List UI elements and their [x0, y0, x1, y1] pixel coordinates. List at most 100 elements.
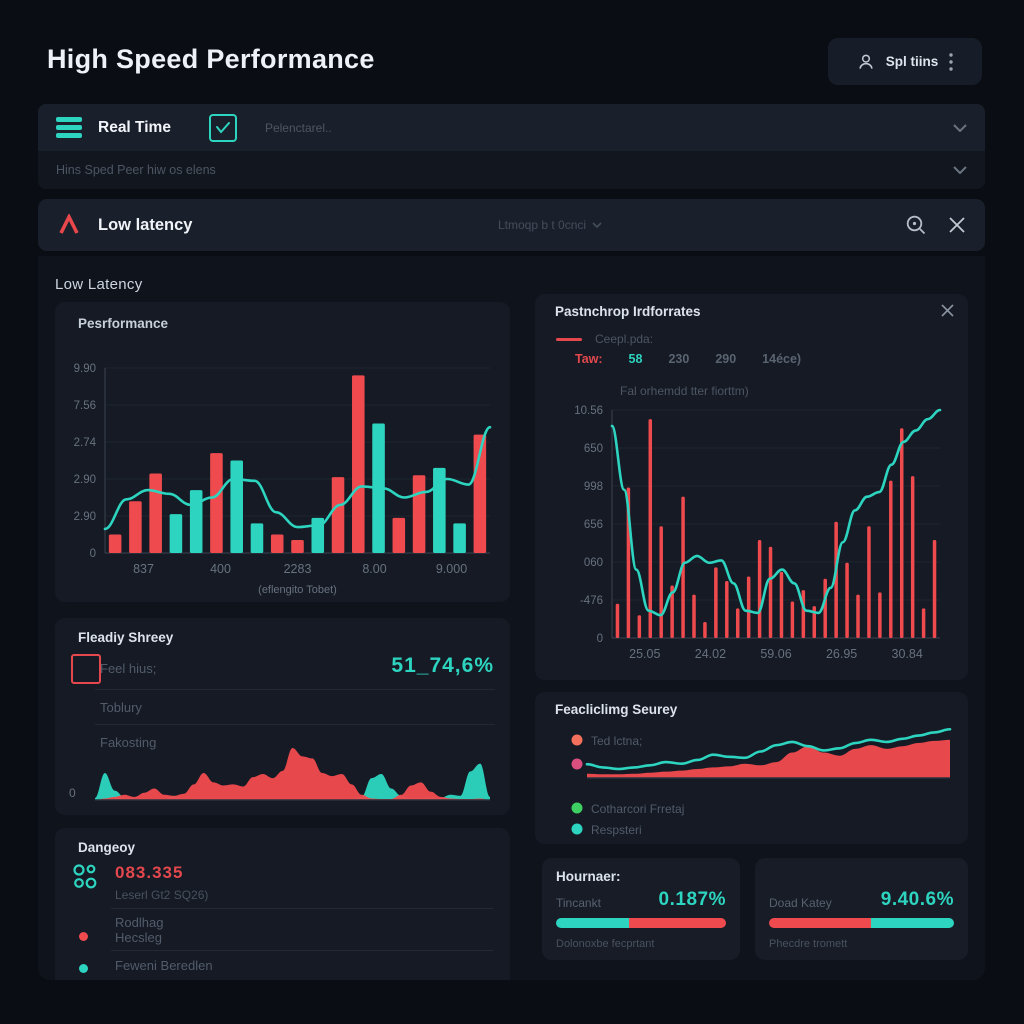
doad-progress-bar: [769, 918, 954, 928]
svg-text:2.74: 2.74: [74, 437, 97, 449]
legend-value: 290: [715, 352, 737, 366]
svg-text:24.02: 24.02: [695, 647, 726, 661]
svg-text:7.56: 7.56: [74, 400, 96, 412]
svg-text:25.05: 25.05: [629, 647, 660, 661]
hournaer-footer: Dolonoxbe fecprtant: [556, 938, 655, 950]
teal-status-dot: [79, 964, 88, 973]
legend-dot-icon: [571, 823, 583, 835]
page-title: High Speed Performance: [47, 44, 375, 74]
svg-text:2.90: 2.90: [74, 511, 96, 523]
legend-dot-icon: [571, 758, 583, 770]
svg-text:400: 400: [210, 562, 231, 576]
toolbar-row-realtime: Real Time Pelenctarel..: [38, 104, 985, 151]
dangeoy-card: Dangeoy 083.335 Leserl Gt2 SQ26) Rodlhag…: [55, 828, 510, 980]
section-heading: Low Latency: [55, 276, 143, 293]
realtime-label: Real Time: [98, 118, 171, 136]
realtime-option-label: Pelenctarel..: [264, 120, 332, 135]
svg-text:26.95: 26.95: [826, 647, 857, 661]
realtime-checkbox[interactable]: [208, 113, 237, 142]
performance-card: Pesrformance 9.90 7.56 2.74 2.90 2.90 0 837 400…: [55, 302, 510, 602]
hamburger-menu-icon[interactable]: [56, 116, 82, 139]
pastnchrop-subtitle: Fal orhemdd tter fiorttm): [620, 384, 749, 398]
legend-value: 230: [668, 352, 690, 366]
svg-text:(eflengito Tobet): (eflengito Tobet): [258, 584, 337, 596]
hournaer-card: Hournaer: Tincankt 0.187% Dolonoxbe fecp…: [542, 858, 740, 960]
svg-text:060: 060: [584, 557, 603, 569]
dangeoy-value: 083.335: [115, 863, 184, 882]
kebab-menu-icon[interactable]: [948, 52, 954, 72]
doad-card: Doad Katey 9.40.6% Phecdre tromett: [755, 858, 968, 960]
low-latency-title: Low latency: [98, 215, 193, 234]
svg-text:656: 656: [584, 519, 603, 531]
performance-title: Pesrformance: [78, 316, 169, 331]
dangeoy-row2-label: Hecsleg: [115, 930, 162, 945]
chevron-down-icon[interactable]: [953, 123, 967, 132]
dangeoy-subtitle: Leserl Gt2 SQ26): [115, 888, 209, 902]
filter-row-label: Hins Sped Peer hiw os elens: [56, 163, 216, 177]
nodes-group-icon: [71, 862, 101, 892]
pastnchrop-chart: 10.56 650 998 656 060 -476 0 25.05 24.02 59.06 26.…: [574, 405, 942, 661]
user-button-label: Spl tiins: [885, 54, 939, 69]
svg-text:0: 0: [90, 548, 96, 560]
svg-text:2283: 2283: [284, 562, 312, 576]
doad-value: 9.40.6%: [880, 889, 954, 910]
pastnchrop-legend-values: Taw: 58 230 290 14éce): [575, 352, 801, 366]
caret-logo-icon: [58, 214, 80, 236]
ready-title: Fleadiy Shreey: [78, 630, 174, 645]
hournaer-progress-bar: [556, 918, 726, 928]
ready-row3-label: Fakosting: [100, 735, 157, 750]
svg-text:-476: -476: [580, 595, 603, 607]
svg-text:0: 0: [597, 633, 603, 645]
performance-chart: 9.90 7.56 2.74 2.90 2.90 0 837 400 2283 8.00 9.000…: [74, 363, 492, 596]
close-icon[interactable]: [949, 217, 965, 233]
dangeoy-row1-label: Rodlhag: [115, 915, 164, 930]
svg-text:998: 998: [584, 481, 603, 493]
feacliclimg-chart: [585, 727, 952, 779]
ready-row2-label: Toblury: [100, 700, 142, 715]
hournaer-value: 0.187%: [658, 889, 726, 910]
ready-zero-label: 0: [69, 786, 76, 800]
legend-value: 58: [628, 352, 643, 366]
svg-text:30.84: 30.84: [892, 647, 923, 661]
ready-metric-label: Feel hius;: [100, 661, 157, 676]
svg-text:2.90: 2.90: [74, 474, 96, 486]
svg-text:650: 650: [584, 443, 603, 455]
zoom-search-icon[interactable]: [905, 214, 927, 236]
svg-text:10.56: 10.56: [574, 405, 603, 417]
low-latency-bar: Low latency Ltmoqp b t 0cnci: [38, 199, 985, 251]
toolbar-row-filter[interactable]: Hins Sped Peer hiw os elens: [38, 151, 985, 189]
svg-text:837: 837: [133, 562, 154, 576]
svg-text:59.06: 59.06: [760, 647, 791, 661]
hournaer-title: Hournaer:: [556, 869, 621, 884]
svg-text:9.90: 9.90: [74, 363, 96, 375]
ready-sparkline-chart: [95, 748, 490, 801]
close-icon[interactable]: [941, 304, 954, 317]
red-status-dot: [79, 932, 88, 941]
legend-value: 14éce): [762, 352, 802, 366]
hournaer-label: Tincankt: [556, 896, 601, 910]
svg-text:8.00: 8.00: [362, 562, 386, 576]
dangeoy-row3-label: Feweni Beredlen: [115, 958, 213, 973]
ready-metric-value: 51_74,6%: [391, 654, 494, 677]
legend-label: Ted lctna;: [591, 734, 643, 748]
legend-label: Cotharcori Frretaj: [591, 802, 685, 816]
square-status-icon: [71, 654, 101, 684]
legend-line-swatch: [556, 338, 582, 341]
chevron-down-icon[interactable]: [953, 166, 967, 174]
feacliclimg-card: Feacliclimg Seurey Ted lctna; Cotharcori…: [535, 692, 968, 844]
legend-dot-icon: [571, 802, 583, 814]
legend-label: Respsteri: [591, 823, 642, 837]
svg-text:9.000: 9.000: [436, 562, 467, 576]
feacliclimg-title: Feacliclimg Seurey: [555, 702, 678, 717]
doad-footer: Phecdre tromett: [769, 938, 848, 950]
query-dropdown[interactable]: Ltmoqp b t 0cnci: [498, 218, 602, 232]
user-icon: [856, 52, 876, 72]
legend-value: Taw:: [575, 352, 603, 366]
pastnchrop-legend-label: Ceepl.pda:: [595, 332, 654, 346]
ready-card: Fleadiy Shreey Feel hius; 51_74,6% Toblu…: [55, 618, 510, 815]
dangeoy-title: Dangeoy: [78, 840, 136, 855]
legend-dot-icon: [571, 734, 583, 746]
user-menu-button[interactable]: Spl tiins: [828, 38, 982, 85]
pastnchrop-title: Pastnchrop Irdforrates: [555, 304, 701, 319]
pastnchrop-card: Pastnchrop Irdforrates Ceepl.pda: Taw: 5…: [535, 294, 968, 680]
